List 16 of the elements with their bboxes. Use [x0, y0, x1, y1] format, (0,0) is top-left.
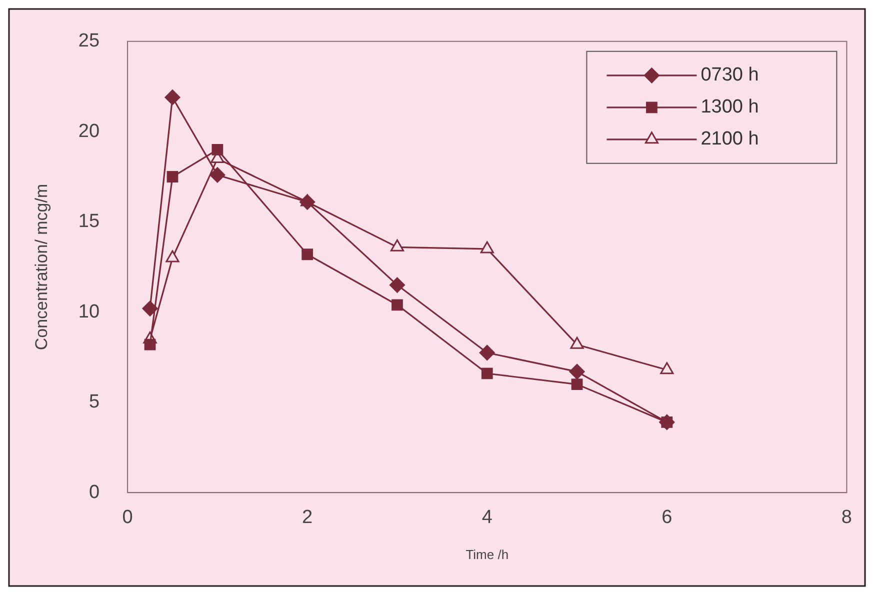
legend-label: 1300 h: [700, 96, 759, 118]
x-tick-label: 0: [122, 507, 133, 528]
x-axis-title: Time /h: [466, 546, 509, 562]
y-tick-label: 0: [88, 482, 100, 503]
legend-label: 0730 h: [700, 64, 759, 86]
x-tick-label: 4: [482, 507, 493, 528]
y-tick-label: 20: [78, 120, 100, 142]
legend-label: 2100 h: [700, 128, 759, 150]
y-tick-label: 15: [78, 211, 100, 232]
y-tick-label: 5: [88, 392, 100, 413]
y-tick-label: 10: [78, 301, 100, 322]
x-tick-label: 6: [662, 507, 672, 528]
x-tick-label: 2: [302, 507, 313, 528]
y-axis-title: Concentration/ mcg/m: [32, 184, 51, 350]
y-tick-label: 25: [78, 30, 100, 52]
x-tick-label: 8: [841, 507, 852, 528]
